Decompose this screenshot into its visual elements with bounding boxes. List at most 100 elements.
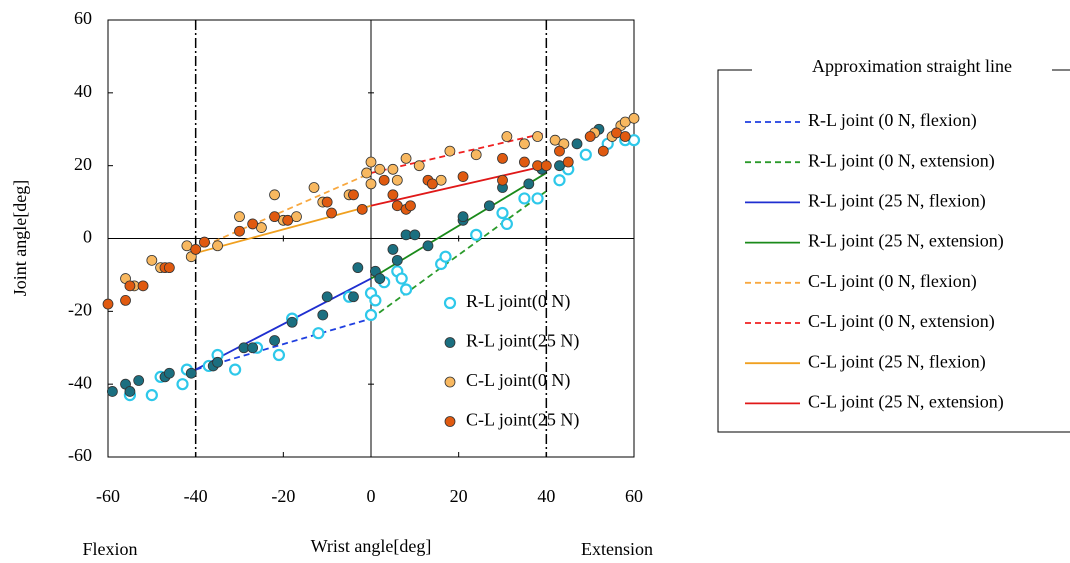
legend-label: R-L joint (25 N, flexion) [808, 191, 986, 212]
scatter-point [234, 225, 245, 237]
scatter-point [145, 388, 158, 402]
legend-label: R-L joint(25 N) [466, 331, 579, 352]
legend-label: C-L joint (0 N, extension) [808, 311, 995, 332]
scatter-point [364, 308, 378, 322]
scatter-point [470, 228, 483, 241]
x-tick-label: -40 [184, 486, 208, 506]
scatter-point [269, 211, 280, 223]
scatter-point [348, 291, 359, 303]
scatter-point [399, 283, 413, 296]
y-tick-label: 0 [83, 227, 92, 247]
scatter-point [470, 149, 482, 161]
scatter-point [317, 309, 329, 321]
legend-title-bg [752, 56, 1052, 82]
legend-label: C-L joint(0 N) [466, 370, 570, 391]
scatter-point [519, 138, 530, 150]
fit-line [195, 204, 372, 254]
scatter-point [395, 272, 408, 285]
fit-line [195, 277, 372, 371]
scatter-point [124, 280, 136, 292]
legend-label: R-L joint (0 N, extension) [808, 150, 995, 171]
scatter-point [405, 200, 416, 212]
scatter-point [361, 167, 373, 179]
scatter-point [120, 295, 131, 306]
scatter-point [532, 131, 543, 142]
scatter-point [321, 291, 333, 303]
scatter-point [176, 378, 189, 391]
scatter-point [133, 375, 145, 386]
scatter-point [269, 189, 280, 201]
y-tick-label: -60 [68, 445, 92, 465]
scatter-point [247, 218, 259, 230]
scatter-point [365, 178, 377, 190]
fit-line [370, 164, 547, 207]
scatter-point [496, 206, 509, 220]
scatter-point [137, 280, 149, 292]
scatter-point [501, 131, 513, 142]
scatter-point [554, 145, 565, 157]
scatter-point [369, 294, 382, 307]
legend-label: C-L joint (25 N, extension) [808, 392, 1004, 413]
scatter-point [146, 254, 158, 266]
annotation: Flexion [82, 539, 137, 559]
legend-label: C-L joint(25 N) [466, 410, 579, 431]
scatter-point [312, 327, 325, 340]
scatter-point [426, 178, 438, 190]
x-tick-label: 40 [537, 486, 555, 506]
legend-label: C-L joint (25 N, flexion) [808, 351, 986, 372]
scatter-point [497, 174, 508, 186]
scatter-point [387, 189, 399, 201]
fit-line [195, 172, 372, 251]
scatter-point [483, 200, 495, 212]
legend-label: R-L joint(0 N) [466, 291, 570, 312]
legend-label: R-L joint (25 N, extension) [808, 231, 1004, 252]
legend-marker [443, 296, 457, 310]
scatter-point [286, 316, 298, 328]
scatter-point [500, 217, 513, 231]
scatter-point [348, 189, 359, 201]
scatter-point [374, 163, 386, 175]
scatter-point [163, 262, 175, 274]
scatter-point [457, 171, 469, 182]
scatter-point [628, 112, 640, 124]
scatter-point [234, 211, 245, 223]
legend-label: C-L joint (0 N, flexion) [808, 271, 977, 292]
scatter-point [199, 236, 210, 248]
scatter-point [247, 342, 259, 354]
y-tick-label: 20 [74, 154, 92, 174]
scatter-point [439, 250, 452, 263]
scatter-point [352, 262, 364, 274]
scatter-point [124, 386, 136, 397]
scatter-point [269, 335, 280, 346]
scatter-point [444, 145, 456, 157]
scatter-point [321, 196, 333, 208]
x-tick-label: -60 [96, 486, 120, 506]
scatter-point [387, 163, 399, 175]
y-tick-label: -20 [68, 299, 92, 319]
x-tick-label: -20 [271, 486, 295, 506]
scatter-point [518, 192, 531, 205]
scatter-point [106, 386, 118, 397]
scatter-point [422, 240, 434, 252]
scatter-point [163, 367, 175, 379]
scatter-point [584, 131, 596, 142]
scatter-point [457, 211, 469, 223]
legend-marker [444, 376, 456, 388]
scatter-point [378, 174, 390, 186]
scatter-point [185, 367, 197, 379]
scatter-point [391, 254, 403, 266]
fit-line [370, 190, 547, 320]
scatter-point [365, 156, 377, 168]
x-tick-label: 0 [367, 486, 376, 506]
legend-title: Approximation straight line [812, 56, 1012, 76]
scatter-point [553, 174, 566, 187]
scatter-point [531, 192, 544, 205]
scatter-point [519, 156, 530, 168]
annotation: Extension [581, 539, 653, 559]
scatter-point [374, 273, 386, 284]
scatter-point [282, 214, 294, 226]
scatter-point [562, 156, 574, 168]
x-axis-label: Wrist angle[deg] [311, 536, 432, 556]
y-axis-label: Joint angle[deg] [10, 180, 30, 296]
